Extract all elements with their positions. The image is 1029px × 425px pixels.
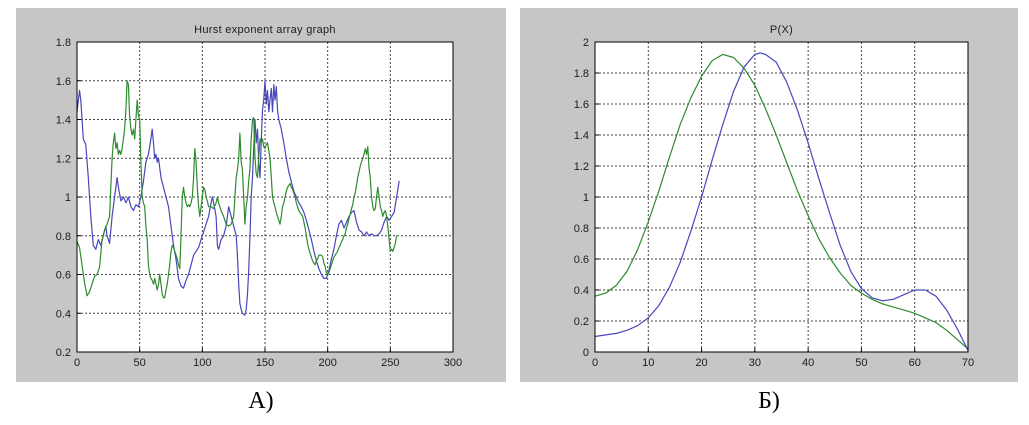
x-tick-label: 100 xyxy=(193,357,211,369)
y-tick-label: 0.4 xyxy=(56,308,71,320)
green-density-series-line xyxy=(594,53,969,350)
caption-right: Б) xyxy=(758,388,780,414)
x-tick-label: 50 xyxy=(855,357,867,369)
green-hurst-series-line xyxy=(76,80,398,299)
x-tick-label: 200 xyxy=(318,357,336,369)
left-figure-panel: Hurst exponent array graph 0 50 100 150 200 2… xyxy=(16,8,506,382)
y-tick-label: 1.4 xyxy=(56,115,71,127)
x-tick-label: 0 xyxy=(592,357,598,369)
y-tick-label: 0 xyxy=(583,347,589,359)
hurst-chart-title: Hurst exponent array graph xyxy=(194,24,336,36)
y-tick-label: 2 xyxy=(583,37,589,49)
y-tick-label: 1.2 xyxy=(56,153,71,165)
x-tick-label: 50 xyxy=(134,357,146,369)
x-tick-label: 10 xyxy=(642,357,654,369)
px-chart-canvas: 0 10 20 30 40 50 60 70 0 0.2 0.4 0.6 0.8 1 1.2 1.4 1.6 1.… xyxy=(574,37,974,369)
x-tick-label: 60 xyxy=(909,357,921,369)
y-tick-label: 0.2 xyxy=(56,347,71,359)
blue-density-series-line xyxy=(594,52,969,351)
y-tick-label: 0.2 xyxy=(574,316,589,328)
y-tick-label: 1 xyxy=(65,192,71,204)
x-tick-label: 20 xyxy=(695,357,707,369)
blue-hurst-series-line xyxy=(76,80,400,316)
x-tick-label: 300 xyxy=(444,357,462,369)
y-tick-label: 1.6 xyxy=(56,76,71,88)
y-tick-label: 0.8 xyxy=(56,231,71,243)
px-chart-title: P(X) xyxy=(769,24,794,36)
x-tick-label: 30 xyxy=(749,357,761,369)
x-tick-label: 0 xyxy=(74,357,80,369)
x-tick-label: 70 xyxy=(962,357,974,369)
y-tick-label: 1.8 xyxy=(56,37,71,49)
right-figure-panel: P(X) 0 10 20 30 40 50 60 70 0 0.2 0.4 0.6 0.8 1 1.2 1.4… xyxy=(520,8,1018,382)
y-tick-label: 0.6 xyxy=(56,270,71,282)
x-tick-label: 150 xyxy=(256,357,274,369)
hurst-chart-canvas: 0 50 100 150 200 250 300 0.2 0.4 0.6 0.8 1 1.2 1.4 1.6… xyxy=(56,37,462,369)
y-tick-label: 0.6 xyxy=(574,254,589,266)
y-tick-label: 0.8 xyxy=(574,223,589,235)
x-tick-label: 40 xyxy=(802,357,814,369)
y-tick-label: 1 xyxy=(583,192,589,204)
y-tick-label: 0.4 xyxy=(574,285,589,297)
x-tick-label: 250 xyxy=(381,357,399,369)
y-tick-label: 1.6 xyxy=(574,99,589,111)
caption-left: А) xyxy=(248,388,274,414)
y-tick-label: 1.4 xyxy=(574,130,589,142)
y-tick-label: 1.8 xyxy=(574,68,589,80)
y-tick-label: 1.2 xyxy=(574,161,589,173)
